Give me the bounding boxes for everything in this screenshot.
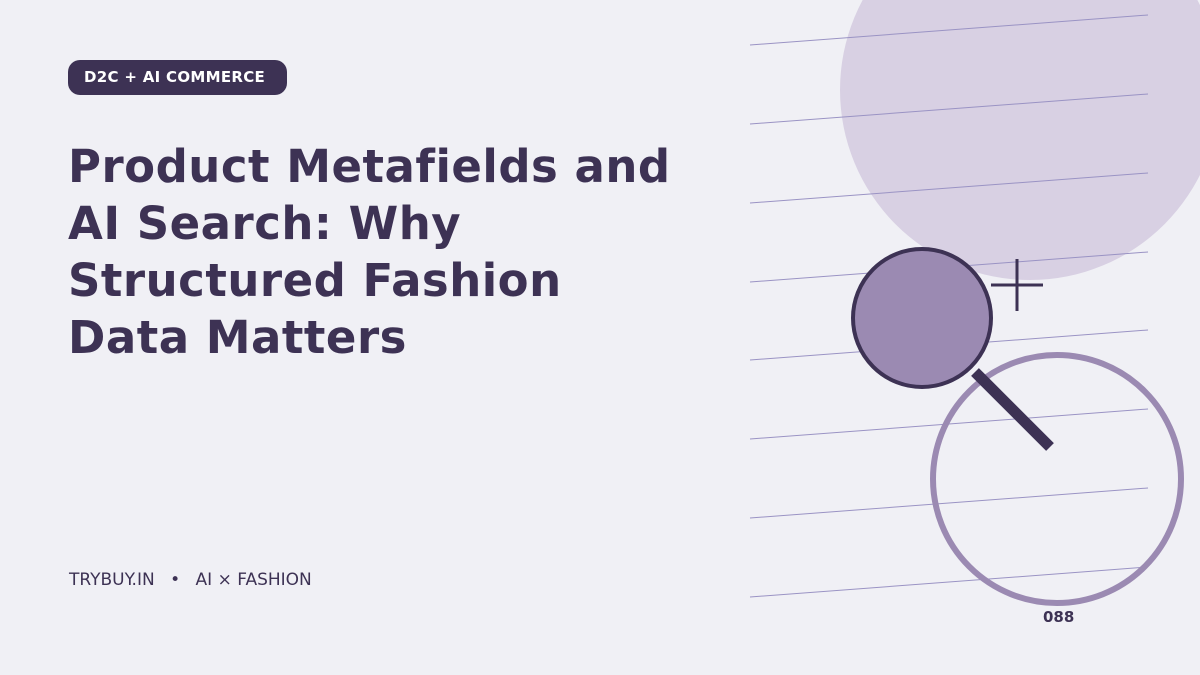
title: Product Metafields and AI Search: Why St… — [68, 138, 671, 366]
issue-number: 088 — [1043, 608, 1075, 626]
title-line: Data Matters — [68, 311, 407, 364]
site: TRYBUY.IN — [69, 570, 155, 590]
badge: D2C + AI COMMERCE — [68, 60, 288, 95]
title-line: AI Search: Why — [68, 197, 462, 250]
title-line: Structured Fashion — [68, 254, 562, 307]
title-line: Product Metafields and — [68, 140, 671, 193]
footer: TRYBUY.IN • AI × FASHION — [69, 570, 322, 590]
separator: • — [170, 570, 181, 590]
tagline: AI × FASHION — [195, 570, 312, 590]
